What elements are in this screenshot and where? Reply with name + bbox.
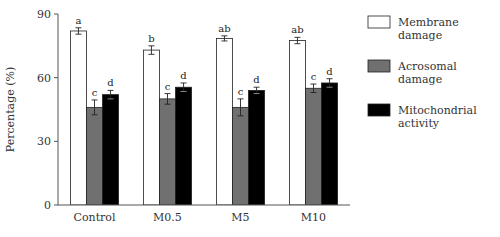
x-tick-label: M10 <box>301 211 326 224</box>
legend-label: Membranedamage <box>398 16 459 42</box>
y-tick <box>54 77 58 78</box>
annotation: d <box>253 74 260 85</box>
bar <box>289 41 305 205</box>
bar <box>249 90 265 205</box>
annotation: d <box>326 66 333 77</box>
bars <box>70 28 337 205</box>
annotation: c <box>92 87 98 98</box>
legend-swatch <box>368 60 390 72</box>
annotation: d <box>180 70 187 81</box>
y-tick-label: 90 <box>37 8 51 21</box>
y-tick <box>54 141 58 142</box>
error-bar <box>75 28 81 34</box>
bar <box>216 38 232 205</box>
bar <box>322 83 338 205</box>
legend-label: Mitochondrialactivity <box>398 104 477 130</box>
bar <box>103 95 119 205</box>
legend-swatch <box>368 104 390 116</box>
annotation: c <box>238 86 244 97</box>
error-bar <box>221 36 227 41</box>
y-axis-label: Percentage (%) <box>4 67 17 153</box>
y-tick-label: 60 <box>37 72 51 85</box>
annotation: ab <box>218 23 230 34</box>
y-tick-label: 0 <box>44 199 51 212</box>
bar <box>86 107 102 205</box>
legend-label: Acrosomaldamage <box>397 60 457 86</box>
x-tick-label: M5 <box>231 211 249 224</box>
x-axis <box>58 205 350 206</box>
error-bar <box>108 90 114 98</box>
error-bar <box>92 100 98 115</box>
annotation: b <box>148 33 154 44</box>
error-bar <box>181 83 187 91</box>
annotation: d <box>107 77 114 88</box>
y-tick <box>54 14 58 15</box>
annotation: c <box>311 71 317 82</box>
error-bar <box>294 37 300 43</box>
error-bar <box>238 99 244 116</box>
annotation: ab <box>291 24 303 35</box>
error-bar <box>148 46 154 54</box>
y-tick <box>54 205 58 206</box>
chart: 0306090Percentage (%)ControlM0.5M5M10aba… <box>0 0 500 237</box>
legend-swatch <box>368 16 390 28</box>
error-bar <box>311 84 317 92</box>
x-tick-label: M0.5 <box>153 211 182 224</box>
bar <box>143 50 159 205</box>
bar <box>159 99 175 205</box>
error-bar <box>165 94 171 105</box>
bar <box>232 107 248 205</box>
y-axis <box>58 14 59 205</box>
error-bar <box>327 79 333 87</box>
annotation: c <box>165 81 171 92</box>
bar <box>305 88 321 205</box>
bar <box>70 31 86 205</box>
annotation: a <box>75 15 81 26</box>
x-tick-label: Control <box>74 211 116 224</box>
y-tick-label: 30 <box>37 135 51 148</box>
bar <box>176 87 192 205</box>
error-bar <box>254 87 260 93</box>
